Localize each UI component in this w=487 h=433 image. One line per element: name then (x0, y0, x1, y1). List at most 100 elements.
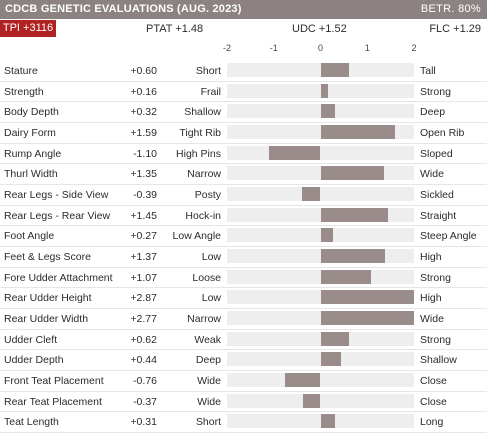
trait-name: Udder Depth (4, 354, 64, 367)
header-title: CDCB GENETIC EVALUATIONS (AUG. 2023) (5, 3, 242, 15)
trait-bar-track (227, 104, 414, 119)
trait-value: -0.76 (133, 374, 157, 387)
flc-value: FLC +1.29 (429, 23, 481, 35)
trait-bar (302, 186, 321, 201)
trait-name: Body Depth (4, 106, 59, 119)
trait-value: +1.45 (130, 209, 157, 222)
trait-row: Rear Udder Height +2.87 Low High (0, 288, 487, 309)
trait-row: Udder Depth +0.44 Deep Shallow (0, 350, 487, 371)
trait-low-label: Shallow (184, 106, 221, 119)
trait-high-label: Sickled (420, 188, 454, 201)
trait-high-label: High (420, 292, 442, 305)
trait-name: Stature (4, 65, 38, 77)
trait-name: Rear Udder Height (4, 292, 92, 305)
ptat-value: PTAT +1.48 (146, 23, 204, 35)
trait-row: Thurl Width +1.35 Narrow Wide (0, 164, 487, 185)
trait-row: Udder Cleft +0.62 Weak Strong (0, 330, 487, 351)
trait-low-label: Wide (197, 395, 221, 408)
trait-value: +0.44 (130, 354, 157, 367)
trait-low-label: Wide (197, 374, 221, 387)
trait-high-label: Strong (420, 271, 451, 284)
trait-name: Udder Cleft (4, 333, 58, 346)
trait-bar (320, 310, 414, 325)
trait-row: Dairy Form +1.59 Tight Rib Open Rib (0, 123, 487, 144)
trait-name: Teat Length (4, 416, 59, 429)
tpi-badge: TPI +3116 (0, 20, 56, 37)
trait-name: Rear Legs - Rear View (4, 209, 111, 222)
trait-high-label: Steep Angle (420, 230, 477, 243)
trait-value: +0.27 (130, 230, 157, 243)
trait-name: Foot Angle (4, 230, 55, 243)
trait-high-label: Wide (420, 168, 444, 181)
axis-tick-label: 2 (411, 43, 417, 53)
trait-bar-track (227, 248, 414, 263)
axis-tick-label: -1 (269, 43, 278, 53)
summary-bar: TPI +3116 PTAT +1.48 UDC +1.52 FLC +1.29 (0, 19, 487, 39)
trait-row: Rear Legs - Side View -0.39 Posty Sickled (0, 185, 487, 206)
trait-value: +2.87 (130, 292, 157, 305)
trait-name: Thurl Width (4, 168, 58, 181)
trait-list: Stature +0.60 Short Tall Strength +0.16 Frail S… (0, 61, 487, 433)
trait-high-label: Wide (420, 312, 444, 325)
trait-low-label: Low (201, 250, 221, 263)
trait-low-label: High Pins (176, 147, 221, 160)
trait-bar-track (227, 310, 414, 325)
trait-value: +1.59 (130, 126, 157, 139)
trait-low-label: Weak (194, 333, 221, 346)
trait-high-label: Close (420, 395, 447, 408)
trait-value: -0.37 (133, 395, 157, 408)
trait-name: Rear Legs - Side View (4, 188, 109, 201)
trait-bar (320, 290, 414, 305)
trait-bar (320, 248, 385, 263)
trait-low-label: Short (195, 416, 221, 429)
trait-name: Feet & Legs Score (4, 250, 91, 263)
trait-bar (284, 372, 321, 387)
reliability-label: BETR. 80% (420, 3, 481, 15)
trait-row: Rear Legs - Rear View +1.45 Hock-in Straigh… (0, 206, 487, 227)
trait-low-label: Narrow (187, 168, 221, 181)
trait-name: Front Teat Placement (4, 374, 104, 387)
evaluation-header: CDCB GENETIC EVALUATIONS (AUG. 2023) BET… (0, 0, 487, 19)
trait-bar (320, 83, 328, 98)
trait-high-label: Sloped (420, 147, 453, 160)
trait-row: Front Teat Placement -0.76 Wide Close (0, 371, 487, 392)
axis-tick-label: -2 (222, 43, 232, 53)
trait-high-label: Tall (420, 65, 436, 77)
trait-bar (320, 63, 349, 77)
trait-bar-track (227, 372, 414, 387)
trait-value: +0.62 (130, 333, 157, 346)
trait-row: Rear Udder Width +2.77 Narrow Wide (0, 309, 487, 330)
trait-bar (320, 331, 350, 346)
udc-value: UDC +1.52 (292, 23, 347, 35)
trait-row: Rear Teat Placement -0.37 Wide Close (0, 392, 487, 413)
trait-value: +2.77 (130, 312, 157, 325)
trait-bar-track (227, 186, 414, 201)
trait-row: Stature +0.60 Short Tall (0, 61, 487, 82)
trait-high-label: Deep (420, 106, 446, 119)
trait-bar-track (227, 228, 414, 243)
trait-value: +0.60 (130, 65, 157, 77)
trait-low-label: Deep (195, 354, 221, 367)
scale-axis: -2 -1 0 1 2 (0, 41, 487, 57)
trait-row: Teat Length +0.31 Short Long (0, 412, 487, 433)
trait-bar (320, 269, 371, 284)
trait-value: +0.16 (130, 85, 157, 98)
trait-bar (320, 414, 335, 429)
axis-tick-label: 1 (364, 43, 370, 53)
trait-value: +1.07 (130, 271, 157, 284)
trait-value: +1.37 (130, 250, 157, 263)
trait-low-label: Low Angle (172, 230, 221, 243)
trait-row: Strength +0.16 Frail Strong (0, 82, 487, 103)
trait-low-label: Hock-in (185, 209, 221, 222)
trait-bar-track (227, 269, 414, 284)
trait-bar-track (227, 124, 414, 139)
trait-value: +0.32 (130, 106, 157, 119)
trait-high-label: Strong (420, 333, 451, 346)
axis-tick-label: 0 (317, 43, 324, 53)
trait-row: Feet & Legs Score +1.37 Low High (0, 247, 487, 268)
trait-bar-track (227, 83, 414, 98)
trait-bar-track (227, 331, 414, 346)
trait-high-label: High (420, 250, 442, 263)
trait-bar (320, 207, 389, 222)
trait-row: Rump Angle -1.10 High Pins Sloped (0, 144, 487, 165)
